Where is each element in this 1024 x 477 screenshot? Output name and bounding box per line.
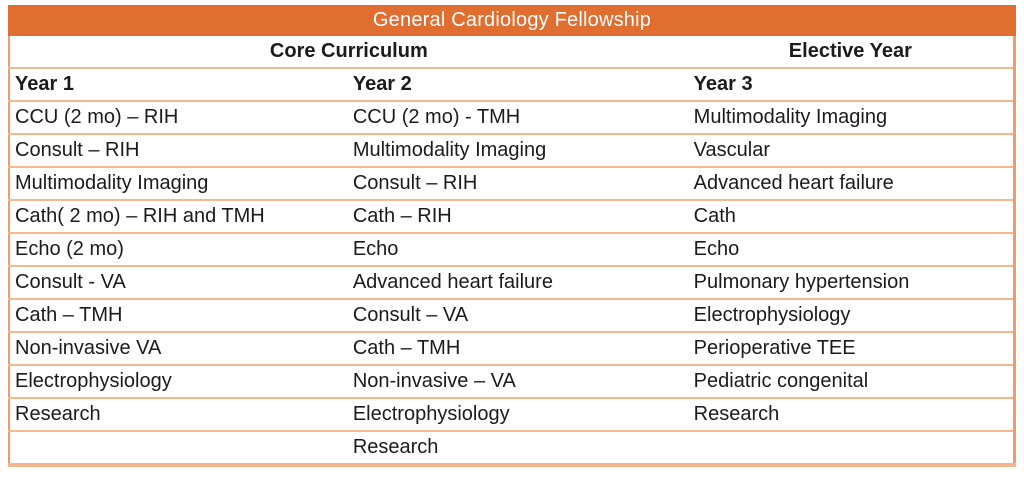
table-cell: Vascular (688, 134, 1015, 168)
table-cell (9, 431, 348, 466)
table-row: Non-invasive VA Cath – TMH Perioperative T… (9, 332, 1015, 366)
table-body: CCU (2 mo) – RIH CCU (2 mo) - TMH Multimod… (9, 101, 1015, 466)
table-title: General Cardiology Fellowship (372, 9, 652, 31)
table-cell: CCU (2 mo) – RIH (9, 101, 348, 135)
table-row: Multimodality Imaging Consult – RIH Advanc… (9, 167, 1015, 201)
table-cell: Echo (2 mo) (9, 233, 348, 267)
table-cell: Multimodality Imaging (347, 134, 689, 168)
table-row: Research Electrophysiology Research (9, 398, 1015, 432)
group-header-core-curriculum: Core Curriculum (9, 36, 689, 69)
table-row: Consult – RIH Multimodality Imaging Vascul… (9, 134, 1015, 168)
table-cell: Non-invasive – VA (347, 365, 689, 399)
table-cell: Non-invasive VA (9, 332, 348, 366)
table-cell: Cath – TMH (347, 332, 689, 366)
table-cell: Pulmonary hypertension (688, 266, 1015, 300)
table-cell: Electrophysiology (9, 365, 348, 399)
table-title-bar: General Cardiology Fellowship (8, 5, 1016, 36)
year-1-header: Year 1 (9, 68, 348, 102)
table-cell (688, 431, 1015, 466)
group-header-row: Core Curriculum Elective Year (9, 36, 1015, 69)
table-cell: Cath (688, 200, 1015, 234)
table-cell: Cath( 2 mo) – RIH and TMH (9, 200, 348, 234)
table-cell: Pediatric congenital (688, 365, 1015, 399)
table-cell: Research (347, 431, 689, 466)
table-cell: Consult – RIH (347, 167, 689, 201)
table-cell: CCU (2 mo) - TMH (347, 101, 689, 135)
table-cell: Consult – VA (347, 299, 689, 333)
table-cell: Electrophysiology (688, 299, 1015, 333)
table-row: Research (9, 431, 1015, 466)
table-row: CCU (2 mo) – RIH CCU (2 mo) - TMH Multimod… (9, 101, 1015, 135)
table-cell: Electrophysiology (347, 398, 689, 432)
table-row: Cath( 2 mo) – RIH and TMH Cath – RIH Cath (9, 200, 1015, 234)
table-row: Electrophysiology Non-invasive – VA Pediat… (9, 365, 1015, 399)
table-cell: Multimodality Imaging (688, 101, 1015, 135)
table-cell: Cath – RIH (347, 200, 689, 234)
table-cell: Advanced heart failure (688, 167, 1015, 201)
table-cell: Research (9, 398, 348, 432)
table-cell: Consult – RIH (9, 134, 348, 168)
table-cell: Multimodality Imaging (9, 167, 348, 201)
group-header-elective-year: Elective Year (688, 36, 1015, 69)
table-row: Consult - VA Advanced heart failure Pulmon… (9, 266, 1015, 300)
table-cell: Perioperative TEE (688, 332, 1015, 366)
curriculum-table: Core Curriculum Elective Year Year 1 Yea… (8, 36, 1016, 467)
year-header-row: Year 1 Year 2 Year 3 (9, 68, 1015, 102)
table-cell: Echo (688, 233, 1015, 267)
table-cell: Cath – TMH (9, 299, 348, 333)
table-row: Cath – TMH Consult – VA Electrophysiology (9, 299, 1015, 333)
fellowship-table: General Cardiology Fellowship Core Curri… (8, 5, 1016, 467)
table-cell: Research (688, 398, 1015, 432)
table-cell: Echo (347, 233, 689, 267)
table-cell: Advanced heart failure (347, 266, 689, 300)
table-cell: Consult - VA (9, 266, 348, 300)
year-3-header: Year 3 (688, 68, 1015, 102)
table-row: Echo (2 mo) Echo Echo (9, 233, 1015, 267)
year-2-header: Year 2 (347, 68, 689, 102)
